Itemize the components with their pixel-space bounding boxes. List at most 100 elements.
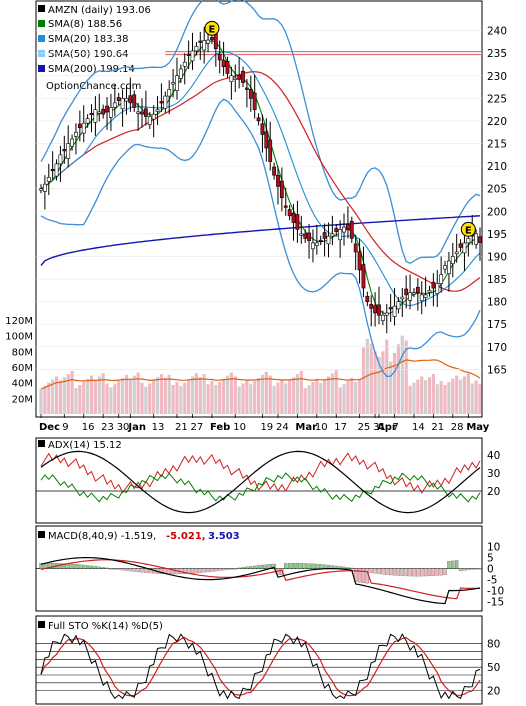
macd-histogram-bar <box>392 568 397 576</box>
macd-histogram-bar <box>51 563 55 569</box>
price-candle <box>314 224 319 255</box>
volume-bar <box>455 375 459 414</box>
price-candle <box>112 84 117 117</box>
sto-d-line <box>40 636 481 697</box>
price-candle <box>322 223 327 257</box>
earnings-marker-label: E <box>465 225 472 236</box>
price-candle <box>85 114 90 128</box>
price-candle <box>198 31 203 60</box>
volume-bar <box>412 382 416 414</box>
price-candle <box>252 74 257 119</box>
macd-histogram-bar <box>229 568 234 570</box>
price-candle <box>447 251 451 292</box>
volume-bar <box>155 377 160 414</box>
volume-bar <box>140 382 144 414</box>
macd-histogram-bar <box>225 568 230 570</box>
volume-bar <box>194 373 198 414</box>
macd-histogram-bar <box>218 568 222 571</box>
macd-histogram-bar <box>462 568 467 571</box>
earnings-marker: E <box>460 221 476 237</box>
price-candle <box>404 275 409 309</box>
x-axis-label: 19 <box>260 422 273 433</box>
price-candle <box>474 229 479 249</box>
macd-histogram-bar <box>342 566 346 569</box>
sma50-line <box>40 71 481 292</box>
volume-axis-tick: 40M <box>12 379 33 390</box>
price-candle <box>295 200 300 243</box>
macd-histogram-bar <box>377 568 381 574</box>
macd-panel: MACD(8,40,9) -1.519, -5.021, 3.503 1050-… <box>35 525 504 612</box>
sto-axis-tick: 50 <box>487 662 500 674</box>
volume-bar <box>447 381 451 414</box>
x-axis-label: Mar <box>295 422 317 433</box>
price-candle <box>120 89 125 127</box>
price-axis-tick: 210 <box>487 161 507 173</box>
price-candle <box>241 66 245 88</box>
price-candle <box>147 111 152 130</box>
volume-bar <box>221 378 226 414</box>
price-candle <box>163 91 168 113</box>
macd-histogram-bar <box>423 568 428 577</box>
price-candle <box>93 96 98 136</box>
x-axis-label: 30 <box>117 422 130 433</box>
price-candle <box>136 102 141 131</box>
title-swatch <box>38 5 45 12</box>
macd-histogram-bar <box>66 563 70 569</box>
macd-histogram-bar <box>466 568 470 571</box>
price-candle <box>427 285 432 297</box>
price-candle <box>377 286 381 325</box>
macd-histogram-bar <box>427 568 432 577</box>
macd-histogram-bar <box>447 561 451 569</box>
volume-bar <box>272 385 276 414</box>
volume-bar <box>74 388 78 414</box>
volume-bar <box>369 343 373 414</box>
price-candle <box>423 276 428 307</box>
macd-signal-value: -5.021, <box>166 531 206 542</box>
macd-histogram-bar <box>264 564 268 569</box>
macd-histogram-bar <box>260 564 265 569</box>
volume-bar <box>420 376 424 414</box>
legend-entry: SMA(8) 188.56 <box>48 19 122 30</box>
macd-title: MACD(8,40,9) -1.519, <box>48 531 156 542</box>
macd-histogram-bar <box>159 568 164 574</box>
price-candle <box>256 113 261 126</box>
sto-panel: Full STO %K(14) %D(5) 80 50 20 <box>35 615 500 705</box>
price-candle <box>388 293 393 322</box>
sto-panel-frame <box>35 615 483 705</box>
price-candle <box>70 134 74 151</box>
macd-histogram-bar <box>431 568 436 576</box>
macd-histogram-bar <box>420 568 424 577</box>
price-candle <box>167 80 172 115</box>
price-candle <box>143 90 148 126</box>
volume-axis-tick: 20M <box>12 394 33 405</box>
macd-histogram-bar <box>416 568 420 577</box>
macd-histogram-bar <box>198 568 202 573</box>
price-candle <box>97 93 102 122</box>
macd-axis-tick: 5 <box>487 553 494 565</box>
macd-axis-tick: 10 <box>487 542 500 554</box>
volume-bar <box>58 380 63 414</box>
volume-bar <box>132 375 136 414</box>
legend-swatch <box>38 65 45 72</box>
volume-bar <box>288 380 292 414</box>
macd-histogram-bar <box>120 568 125 571</box>
price-axis-tick: 230 <box>487 71 507 83</box>
volume-bar <box>377 356 381 414</box>
macd-histogram-bar <box>311 563 315 569</box>
price-candle <box>46 163 51 196</box>
x-axis-label: 17 <box>334 422 347 433</box>
volume-bar <box>82 381 86 414</box>
volume-bar <box>229 372 233 414</box>
price-candle <box>155 96 160 126</box>
volume-bar <box>458 379 463 414</box>
volume-bar <box>202 374 206 414</box>
volume-bar <box>404 340 408 414</box>
price-candle <box>326 222 331 258</box>
price-candle <box>291 204 296 241</box>
price-candle <box>384 303 389 334</box>
volume-bar <box>280 379 284 414</box>
price-candle <box>276 166 280 205</box>
volume-bar <box>303 388 307 414</box>
volume-bar <box>43 385 47 414</box>
volume-bar <box>175 381 179 414</box>
